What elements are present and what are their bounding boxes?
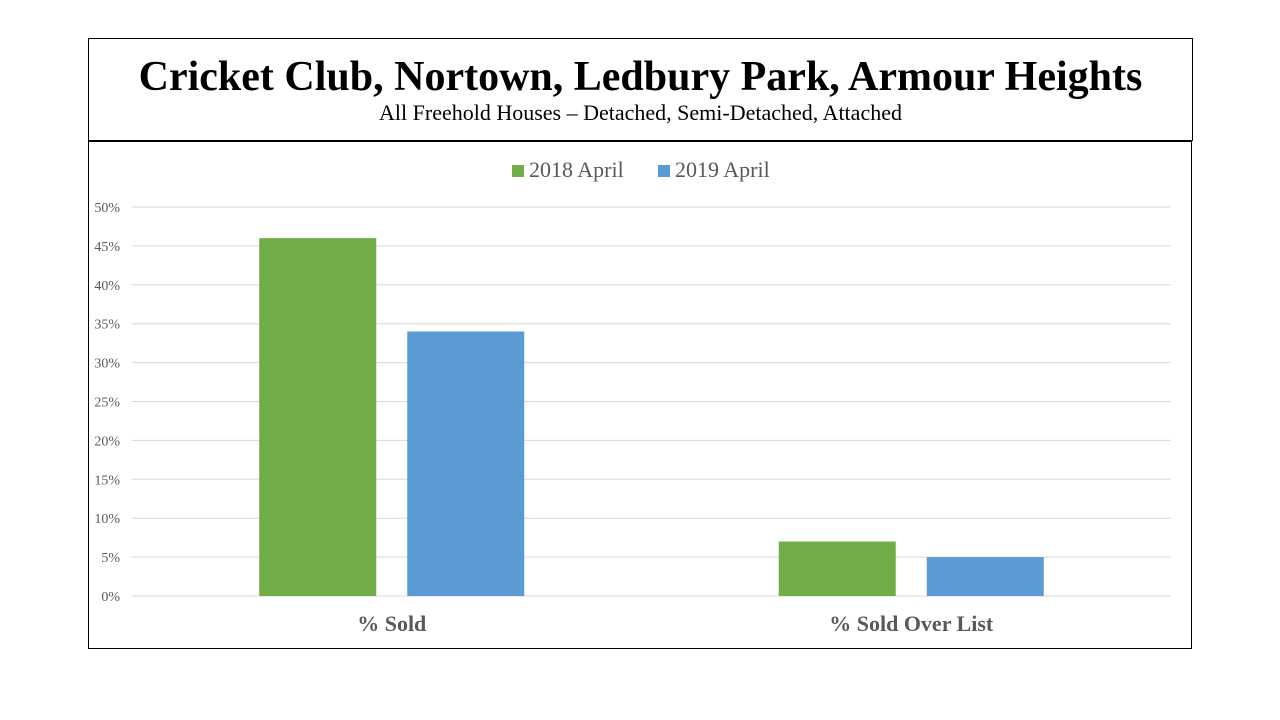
legend-label: 2018 April (529, 157, 624, 182)
legend-swatch (658, 165, 670, 177)
legend-swatch (512, 165, 524, 177)
bar (259, 238, 377, 596)
chart-title-box: Cricket Club, Nortown, Ledbury Park, Arm… (88, 38, 1193, 141)
legend-label: 2019 April (675, 157, 770, 182)
bar-chart: 2018 April 2019 April 0% 5% 10% 15% 20% 25% 30%… (94, 157, 1171, 636)
y-tick-label: 25% (94, 396, 120, 411)
bars (259, 238, 1044, 596)
y-tick-label: 20% (94, 434, 120, 449)
y-tick-label: 50% (94, 201, 120, 216)
x-axis-categories: % Sold % Sold Over List (357, 611, 994, 636)
x-category-label: % Sold (357, 611, 426, 636)
y-tick-label: 10% (94, 512, 120, 527)
bar (778, 541, 896, 596)
chart-subtitle: All Freehold Houses – Detached, Semi-Det… (379, 100, 902, 125)
y-tick-label: 40% (94, 279, 120, 294)
chart-area: 2018 April 2019 April 0% 5% 10% 15% 20% 25% 30%… (88, 141, 1192, 649)
bar (926, 557, 1044, 596)
y-axis-ticks: 0% 5% 10% 15% 20% 25% 30% 35% 40% 45% 50% (94, 201, 120, 605)
y-tick-label: 15% (94, 473, 120, 488)
chart-title: Cricket Club, Nortown, Ledbury Park, Arm… (138, 54, 1143, 100)
x-category-label: % Sold Over List (829, 611, 994, 636)
y-tick-label: 5% (101, 551, 120, 566)
y-tick-label: 30% (94, 357, 120, 372)
y-tick-label: 0% (101, 590, 120, 605)
legend: 2018 April 2019 April (512, 157, 770, 182)
y-tick-label: 45% (94, 240, 120, 255)
y-tick-label: 35% (94, 318, 120, 333)
bar (407, 331, 525, 596)
